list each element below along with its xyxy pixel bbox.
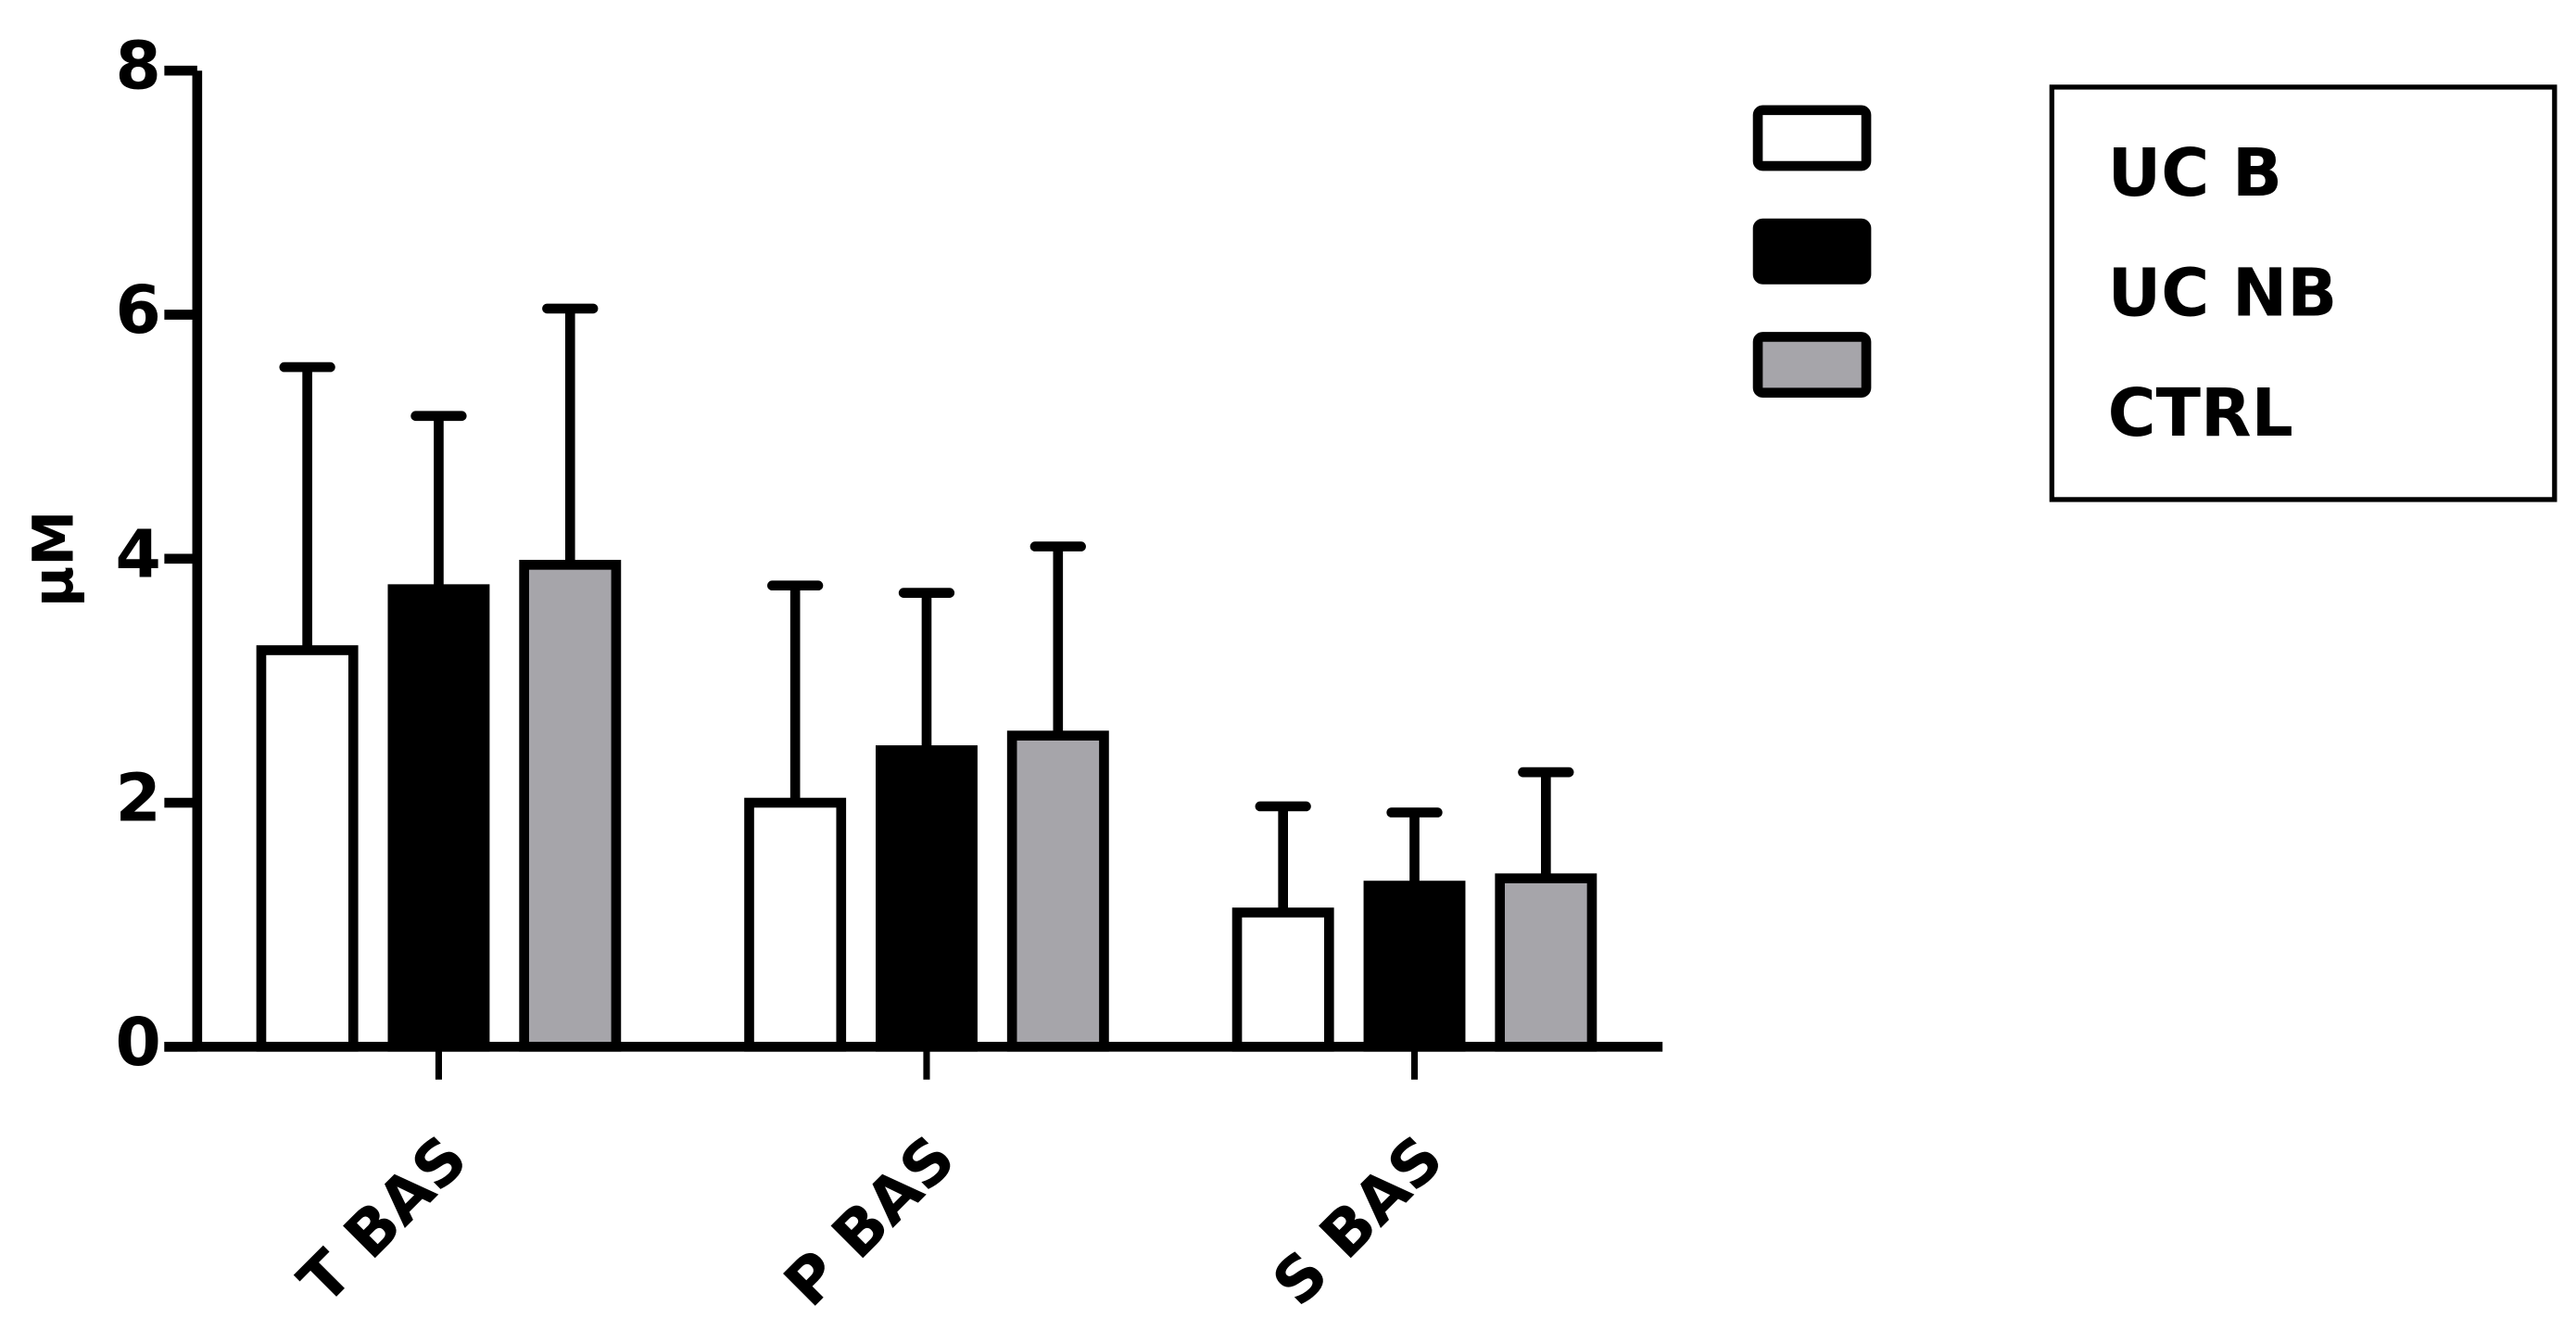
bar bbox=[256, 645, 359, 1052]
legend-swatch bbox=[1752, 218, 1872, 285]
y-axis-label: µM bbox=[22, 511, 87, 607]
bar bbox=[1363, 881, 1466, 1052]
bar bbox=[1006, 730, 1109, 1052]
legend-label: UC NB bbox=[2108, 254, 2338, 331]
y-tick-label: 4 bbox=[115, 515, 160, 592]
bar bbox=[876, 745, 978, 1052]
legend-label: UC B bbox=[2108, 134, 2282, 211]
bar bbox=[1495, 873, 1597, 1052]
x-tick-label: T BAS bbox=[284, 1122, 481, 1318]
x-tick-label: S BAS bbox=[1258, 1122, 1457, 1320]
bar bbox=[519, 560, 622, 1052]
bar bbox=[1231, 907, 1334, 1052]
bar bbox=[387, 584, 490, 1052]
legend-swatch bbox=[1752, 332, 1872, 399]
legend-swatch bbox=[1752, 105, 1872, 171]
y-tick-label: 2 bbox=[115, 760, 160, 837]
legend-label: CTRL bbox=[2108, 374, 2293, 451]
legend-box bbox=[2049, 84, 2557, 502]
y-tick-label: 0 bbox=[115, 1004, 160, 1081]
y-tick-label: 8 bbox=[115, 28, 160, 105]
y-tick-label: 6 bbox=[115, 272, 160, 349]
bar bbox=[744, 797, 847, 1052]
x-tick-label: P BAS bbox=[770, 1122, 969, 1321]
